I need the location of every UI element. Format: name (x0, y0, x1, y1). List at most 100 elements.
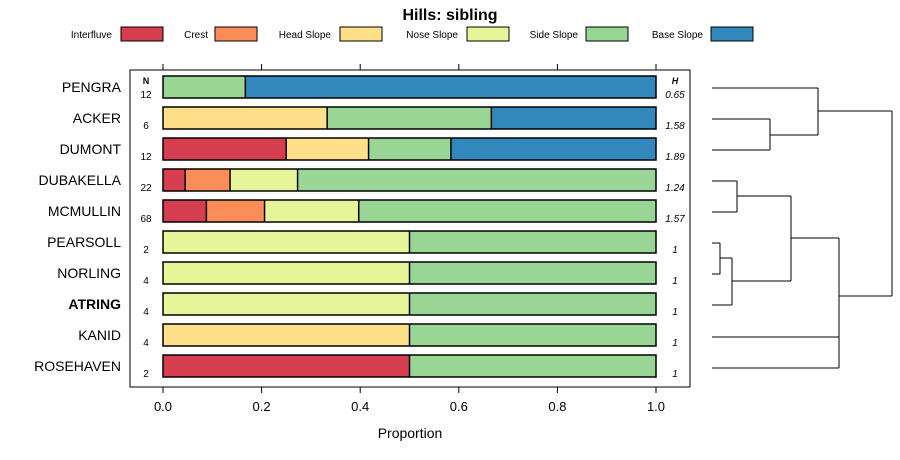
bar-segment (491, 107, 656, 129)
dendrogram-branch (712, 180, 791, 213)
h-value: 1 (672, 369, 678, 380)
bar-segment (230, 169, 298, 191)
n-value: 4 (143, 338, 149, 349)
row-labels: PENGRA ACKER DUMONT DUBAKELLA MCMULLIN PEARSO… (34, 79, 122, 374)
bars (162, 75, 657, 378)
x-tick-label: 0.8 (548, 399, 566, 414)
n-value: 6 (143, 121, 149, 132)
x-tick-label: 0.6 (450, 399, 468, 414)
bar-segment (409, 262, 656, 284)
bar-segment (358, 200, 656, 222)
n-value: 2 (143, 245, 149, 256)
bar-segment (409, 355, 656, 377)
row-label: DUMONT (60, 141, 122, 157)
n-value: 12 (140, 152, 152, 163)
legend-label: Head Slope (279, 30, 332, 41)
x-axis-label: Proportion (378, 425, 443, 441)
h-value: 1 (672, 245, 678, 256)
legend-swatch (339, 26, 383, 42)
n-header: N (143, 76, 150, 86)
x-tick-label: 0.2 (253, 399, 271, 414)
bar-outline (162, 354, 657, 378)
dendrogram-branch (712, 242, 791, 306)
x-tick-label: 1.0 (647, 399, 665, 414)
legend-swatch (710, 26, 754, 42)
bar-segment (206, 200, 265, 222)
dendrogram-branch (712, 87, 892, 151)
bar-segment (163, 107, 328, 129)
bar-outline (162, 292, 657, 316)
x-tick-label: 0.4 (351, 399, 369, 414)
legend-label: Crest (184, 30, 208, 41)
legend-swatch (120, 26, 164, 42)
legend-swatch (214, 26, 258, 42)
bar-segment (163, 355, 410, 377)
h-value: 1 (672, 276, 678, 287)
bar-outline (162, 323, 657, 347)
h-column: 0.65 1.58 1.89 1.24 1.57 1 1 1 1 1 (665, 90, 685, 380)
row-label: ACKER (73, 110, 121, 126)
dendrogram-branch (712, 238, 892, 369)
row-label: PEARSOLL (47, 234, 121, 250)
bar-segment (409, 231, 656, 253)
h-value: 1 (672, 307, 678, 318)
legend-label: Nose Slope (406, 30, 458, 41)
h-value: 0.65 (665, 90, 685, 101)
x-axis: 0.0 0.2 0.4 0.6 0.8 1.0 (154, 387, 665, 414)
chart-title: Hills: sibling (402, 7, 497, 24)
bar-segment (409, 324, 656, 346)
bar-segment (264, 200, 359, 222)
row-label: MCMULLIN (48, 203, 121, 219)
legend: Interfluve Crest Head Slope Nose Slope Side … (71, 26, 754, 42)
bar-outline (162, 230, 657, 254)
h-value: 1.24 (665, 183, 685, 194)
x-tick-label: 0.0 (154, 399, 172, 414)
bar-outline (162, 75, 657, 99)
n-column: 12 6 12 22 68 2 4 4 4 2 (140, 90, 152, 380)
dendrogram (712, 87, 893, 369)
bar-segment (163, 200, 207, 222)
bar-outline (162, 168, 657, 192)
row-label: KANID (78, 327, 121, 343)
bar-segment (286, 138, 369, 160)
row-label: NORLING (57, 265, 121, 281)
dendrogram-branch (790, 196, 839, 281)
h-value: 1.89 (665, 152, 685, 163)
bar-segment (450, 138, 656, 160)
bar-segment (327, 107, 492, 129)
bar-segment (245, 76, 656, 98)
bar-segment (368, 138, 451, 160)
legend-swatch (466, 26, 510, 42)
bar-outline (162, 261, 657, 285)
n-value: 4 (143, 276, 149, 287)
legend-label: Base Slope (652, 30, 704, 41)
n-value: 68 (140, 214, 152, 225)
row-label: PENGRA (62, 79, 122, 95)
bar-segment (163, 138, 287, 160)
h-value: 1.57 (665, 214, 685, 225)
top-axis-ticks (162, 64, 657, 70)
n-value: 2 (143, 369, 149, 380)
bar-outline (162, 106, 657, 130)
legend-swatch (585, 26, 629, 42)
bar-outline (162, 137, 657, 161)
n-value: 4 (143, 307, 149, 318)
bar-outline (162, 199, 657, 223)
h-value: 1 (672, 338, 678, 349)
bar-segment (163, 293, 410, 315)
bar-segment (163, 169, 186, 191)
n-value: 12 (140, 90, 152, 101)
bar-segment (163, 76, 246, 98)
row-label: ATRING (68, 296, 121, 312)
legend-label: Interfluve (71, 30, 113, 41)
bar-segment (163, 324, 410, 346)
bar-segment (163, 231, 410, 253)
legend-label: Side Slope (530, 30, 579, 41)
row-label: DUBAKELLA (39, 172, 122, 188)
n-value: 22 (140, 183, 152, 194)
bar-segment (185, 169, 231, 191)
bar-segment (163, 262, 410, 284)
bar-segment (297, 169, 656, 191)
h-header: H (672, 76, 679, 86)
